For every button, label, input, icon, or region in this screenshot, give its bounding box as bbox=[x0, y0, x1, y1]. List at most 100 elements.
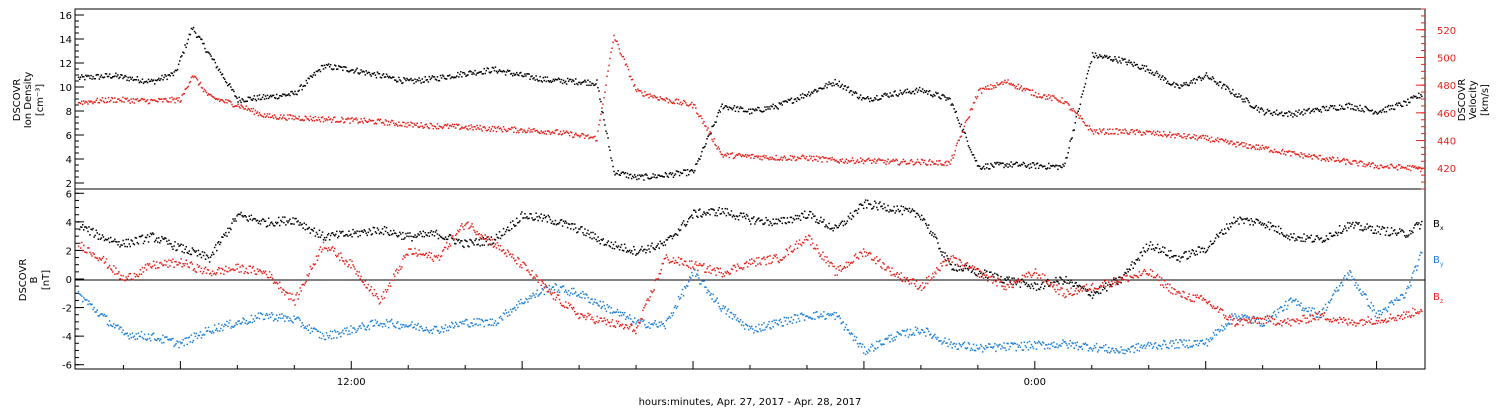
velocity-point bbox=[236, 105, 238, 107]
density-point bbox=[1271, 114, 1274, 116]
bx-point bbox=[644, 248, 646, 251]
bx-point bbox=[1411, 230, 1413, 232]
bx-point bbox=[999, 278, 1001, 281]
velocity-point bbox=[153, 99, 156, 101]
density-point bbox=[1317, 109, 1320, 111]
by-point bbox=[231, 325, 233, 328]
density-point bbox=[1034, 167, 1037, 170]
by-point bbox=[598, 305, 600, 307]
density-point bbox=[923, 89, 926, 92]
bx-point bbox=[432, 231, 435, 233]
bx-point bbox=[944, 252, 946, 254]
velocity-point bbox=[1030, 94, 1033, 96]
by-point bbox=[955, 343, 957, 345]
density-point bbox=[592, 82, 594, 85]
density-point bbox=[1256, 109, 1259, 111]
bx-point bbox=[1060, 277, 1062, 279]
by-point bbox=[504, 309, 507, 311]
density-point bbox=[634, 174, 636, 176]
velocity-point bbox=[915, 161, 918, 164]
velocity-point bbox=[1218, 138, 1221, 141]
density-point bbox=[859, 94, 862, 96]
bx-point bbox=[99, 238, 102, 240]
bx-point bbox=[864, 199, 867, 201]
velocity-point bbox=[1073, 110, 1075, 112]
bx-point bbox=[184, 248, 186, 250]
bx-point bbox=[617, 245, 620, 247]
density-point bbox=[183, 52, 185, 54]
velocity-point bbox=[377, 118, 380, 120]
velocity-point bbox=[1373, 167, 1375, 169]
by-point bbox=[148, 337, 151, 340]
density-point bbox=[203, 42, 205, 45]
density-point bbox=[1239, 96, 1241, 98]
by-point bbox=[729, 311, 732, 314]
bx-point bbox=[1092, 294, 1095, 296]
by-point bbox=[960, 345, 963, 348]
density-point bbox=[738, 107, 741, 110]
by-point bbox=[341, 331, 343, 334]
density-point bbox=[366, 72, 368, 75]
bx-point bbox=[1042, 287, 1045, 290]
by-point bbox=[112, 325, 114, 328]
velocity-point bbox=[1115, 128, 1117, 130]
bx-point bbox=[385, 226, 388, 229]
bx-point bbox=[893, 205, 895, 208]
density-point bbox=[234, 95, 236, 97]
density-point bbox=[1316, 107, 1319, 110]
velocity-point bbox=[973, 101, 976, 104]
velocity-point bbox=[890, 160, 892, 162]
by-point bbox=[505, 312, 508, 314]
density-point bbox=[1150, 72, 1153, 75]
velocity-point bbox=[164, 98, 166, 100]
velocity-point bbox=[328, 118, 331, 121]
by-point bbox=[925, 335, 927, 337]
velocity-point bbox=[128, 99, 130, 102]
velocity-point bbox=[789, 155, 792, 157]
bx-point bbox=[1386, 226, 1389, 229]
velocity-point bbox=[496, 127, 499, 129]
velocity-point bbox=[315, 119, 318, 121]
density-point bbox=[698, 157, 700, 160]
density-point bbox=[384, 76, 387, 78]
bx-point bbox=[267, 217, 270, 219]
density-point bbox=[685, 174, 688, 177]
by-point bbox=[655, 323, 657, 326]
density-point bbox=[126, 79, 128, 81]
bx-point bbox=[662, 244, 664, 247]
bx-point bbox=[421, 235, 423, 238]
by-point bbox=[269, 316, 272, 318]
velocity-point bbox=[751, 154, 753, 156]
density-point bbox=[281, 95, 283, 97]
velocity-point bbox=[545, 133, 547, 135]
velocity-point bbox=[694, 104, 696, 106]
velocity-point bbox=[287, 114, 289, 116]
density-point bbox=[179, 60, 181, 62]
bx-point bbox=[118, 241, 120, 243]
by-point bbox=[794, 314, 797, 316]
velocity-point bbox=[463, 127, 465, 129]
bx-point bbox=[443, 238, 446, 240]
velocity-point bbox=[1146, 130, 1149, 133]
bx-point bbox=[1226, 223, 1228, 225]
density-point bbox=[1173, 81, 1175, 84]
velocity-point bbox=[663, 98, 665, 101]
by-point bbox=[167, 338, 169, 341]
by-point bbox=[195, 332, 198, 335]
velocity-point bbox=[1247, 147, 1249, 149]
density-point bbox=[1402, 105, 1404, 108]
by-point bbox=[915, 329, 918, 331]
velocity-point bbox=[1151, 132, 1154, 134]
velocity-point bbox=[442, 126, 445, 128]
velocity-point bbox=[935, 163, 937, 165]
bx-point bbox=[938, 247, 940, 250]
bx-point bbox=[812, 213, 814, 215]
velocity-point bbox=[1000, 82, 1002, 84]
velocity-point bbox=[1410, 169, 1412, 172]
velocity-point bbox=[1040, 97, 1043, 99]
bx-point bbox=[1382, 227, 1385, 229]
bx-point bbox=[93, 236, 95, 238]
by-point bbox=[545, 286, 547, 289]
bx-point bbox=[750, 223, 752, 225]
by-point bbox=[724, 306, 727, 308]
